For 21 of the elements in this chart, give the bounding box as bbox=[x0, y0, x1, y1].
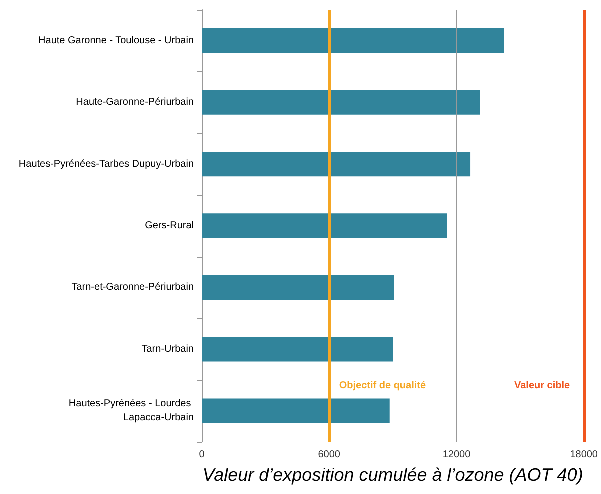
bar bbox=[202, 214, 448, 238]
x-axis-title: Valeur d’exposition cumulée à l’ozone (AOT 40) bbox=[202, 465, 584, 485]
ref-line-label: Objectif de qualité bbox=[339, 380, 426, 392]
bar bbox=[202, 398, 390, 424]
bar bbox=[202, 28, 504, 54]
bar bbox=[202, 90, 480, 115]
bar bbox=[202, 337, 394, 362]
y-tick-label: Tarn-Urbain bbox=[142, 344, 194, 355]
x-tick-label: 0 bbox=[199, 450, 206, 460]
y-tick-label: Tarn-et-Garonne-Périurbain bbox=[72, 282, 194, 294]
bar bbox=[202, 275, 394, 300]
x-tick-label: 12000 bbox=[442, 450, 472, 460]
y-tick-label: Haute Garonne - Toulouse - Urbain bbox=[38, 35, 194, 46]
y-tick-label: Hautes-Pyrénées - Lourdes Lapacca-Urbain bbox=[68, 398, 194, 424]
y-tick-label: Gers-Rural bbox=[145, 220, 194, 232]
y-tick-label: Haute-Garonne-Périurbain bbox=[76, 97, 194, 108]
ref-line-label: Valeur cible bbox=[514, 380, 571, 392]
y-tick-label: Hautes-Pyrénées-Tarbes Dupuy-Urbain bbox=[18, 158, 194, 170]
bar bbox=[202, 152, 471, 177]
x-tick-label: 18000 bbox=[570, 450, 598, 460]
x-tick-label: 6000 bbox=[318, 450, 341, 460]
